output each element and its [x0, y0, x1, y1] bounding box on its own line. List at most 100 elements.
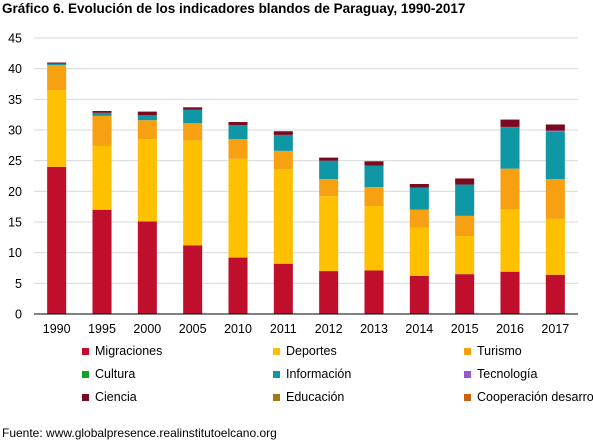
legend-item: Tecnología	[464, 367, 537, 381]
bar-segment-2010-0	[228, 257, 248, 314]
bar-segment-2014-1	[409, 227, 429, 276]
bar-segment-1995-2	[92, 115, 112, 146]
bar-segment-2011-0	[273, 263, 293, 314]
bar-segment-2013-6	[364, 161, 384, 166]
bar-segment-2012-4	[319, 160, 339, 180]
bar-segment-2012-6	[319, 157, 339, 161]
bar-segment-1995-4	[92, 112, 112, 116]
legend-swatch	[464, 370, 471, 378]
bar-segment-2016-0	[500, 271, 520, 314]
bar-segment-2017-5	[545, 130, 565, 132]
bar-segment-2005-6	[183, 107, 203, 110]
bar-segment-2017-1	[545, 218, 565, 275]
y-tick-label: 10	[8, 246, 22, 260]
bar-segment-2016-6	[500, 119, 520, 127]
bar-segment-2005-2	[183, 123, 203, 141]
legend-swatch	[273, 347, 280, 355]
legend-item: Cultura	[82, 367, 135, 381]
chart-title: Gráfico 6. Evolución de los indicadores …	[2, 1, 466, 16]
y-tick-label: 45	[8, 32, 22, 46]
y-tick-label: 30	[8, 124, 22, 138]
bar-segment-2014-6	[409, 183, 429, 188]
x-tick-label: 1995	[88, 322, 116, 336]
legend-item: Turismo	[464, 344, 522, 358]
x-tick-label: 2016	[496, 322, 524, 336]
x-tick-label: 2000	[133, 322, 161, 336]
x-tick-label: 2005	[179, 322, 207, 336]
bar-segment-2013-1	[364, 206, 384, 271]
bar-segment-2017-6	[545, 124, 565, 131]
bar-segment-2010-1	[228, 158, 248, 258]
legend-label: Cooperación desarrollo	[477, 390, 593, 404]
bar-segment-2000-2	[137, 120, 157, 140]
legend-swatch	[82, 393, 89, 401]
bar-segment-2012-2	[319, 179, 339, 197]
bar-segment-2000-4	[137, 115, 157, 121]
legend-label: Cultura	[95, 367, 136, 381]
bar-segment-2016-4	[500, 127, 520, 169]
legend-label: Deportes	[286, 344, 337, 358]
bar-segment-2014-0	[409, 275, 429, 314]
bar-segment-2015-1	[455, 236, 475, 275]
legend-item: Ciencia	[82, 390, 137, 404]
y-tick-label: 40	[8, 62, 22, 76]
bar-segment-1990-1	[47, 90, 67, 167]
bar-segment-1990-0	[47, 166, 67, 314]
bar-segment-2010-6	[228, 122, 248, 126]
x-tick-label: 2010	[224, 322, 252, 336]
x-tick-label: 2017	[541, 322, 569, 336]
y-tick-label: 15	[8, 216, 22, 230]
legend-label: Turismo	[477, 344, 522, 358]
legend-item: Información	[273, 367, 351, 381]
gridlines	[34, 37, 578, 284]
bar-segment-2017-0	[545, 274, 565, 314]
y-tick-label: 35	[8, 93, 22, 107]
bar-segment-2010-2	[228, 139, 248, 159]
bar-segment-2011-2	[273, 150, 293, 170]
bar-segment-2014-4	[409, 187, 429, 210]
bar-segment-2012-0	[319, 271, 339, 314]
bar-segment-1995-0	[92, 209, 112, 314]
bar-segment-2012-1	[319, 196, 339, 272]
y-tick-label: 25	[8, 154, 22, 168]
bar-segment-2016-5	[500, 126, 520, 128]
bar-segment-1990-4	[47, 63, 67, 65]
legend-swatch	[464, 393, 471, 401]
legend-item: Deportes	[273, 344, 337, 358]
bar-segment-2016-1	[500, 209, 520, 272]
y-tick-label: 5	[15, 277, 22, 291]
bar-segment-2016-2	[500, 168, 520, 210]
bar-segment-2015-0	[455, 274, 475, 314]
x-axis-tick-labels: 1990 1995 2000 2005 2010 2011 2012 2013 2014 2015…	[43, 322, 570, 336]
x-tick-label: 2011	[270, 322, 297, 336]
bar-segment-2011-1	[273, 169, 293, 264]
bar-segment-2000-1	[137, 139, 157, 222]
bar-segment-2000-0	[137, 221, 157, 314]
bar-segment-1995-6	[92, 110, 112, 113]
x-tick-label: 2014	[405, 322, 433, 336]
bar-segment-1990-6	[47, 62, 67, 64]
legend-item: Educación	[273, 390, 344, 404]
x-tick-label: 2013	[360, 322, 388, 336]
bar-segment-2017-4	[545, 131, 565, 180]
bar-segment-1990-2	[47, 64, 67, 91]
bar-segment-2005-0	[183, 245, 203, 314]
bars	[47, 62, 565, 314]
y-tick-label: 0	[15, 308, 22, 322]
bar-segment-2017-2	[545, 179, 565, 219]
bar-segment-2013-2	[364, 187, 384, 207]
bar-segment-2014-2	[409, 209, 429, 228]
bar-segment-2013-0	[364, 270, 384, 314]
legend-swatch	[273, 393, 280, 401]
legend-item: Cooperación desarrollo	[464, 390, 593, 404]
legend-label: Información	[286, 367, 352, 381]
x-tick-label: 2015	[451, 322, 479, 336]
bar-segment-2005-1	[183, 140, 203, 246]
bar-segment-2005-4	[183, 109, 203, 124]
bar-segment-1995-1	[92, 145, 112, 210]
x-tick-label: 2012	[315, 322, 343, 336]
legend-item: Migraciones	[82, 344, 162, 358]
legend-label: Tecnología	[477, 367, 538, 381]
legend-swatch	[82, 370, 89, 378]
stacked-bar-chart: 0 5 10 15 20 25 30 35 40 45 1990 1995 2000 2005 2010 2…	[8, 32, 578, 336]
